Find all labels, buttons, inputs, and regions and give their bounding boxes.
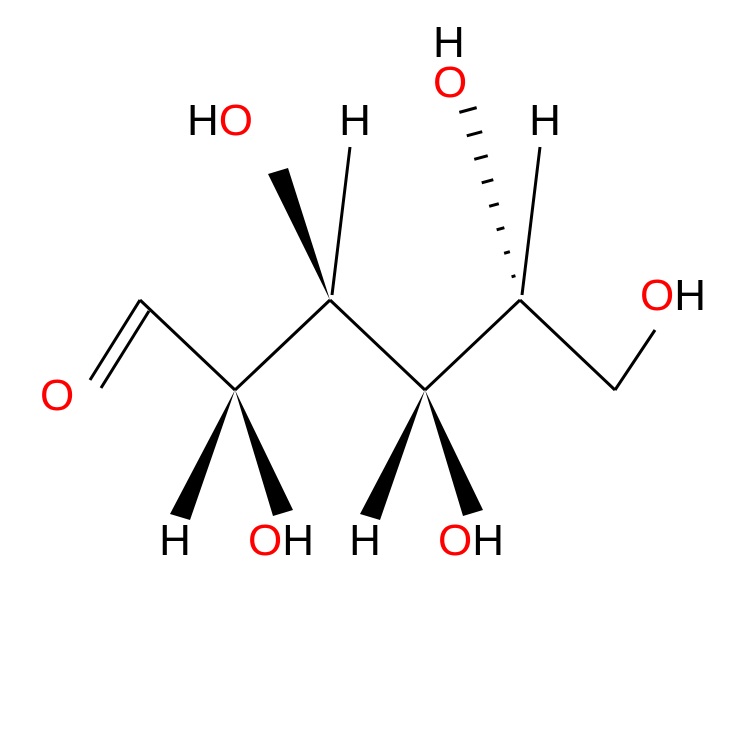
atom-label-c3_h: H	[339, 96, 371, 145]
wedge-bond	[360, 390, 425, 520]
bond-line	[140, 300, 235, 390]
wedge-bond	[425, 390, 483, 516]
atom-label-c2_oh: OH	[248, 516, 314, 565]
atom-label-c4_oh: OH	[438, 516, 504, 565]
wedge-bond	[268, 168, 330, 300]
bond-line	[235, 300, 330, 390]
wedge-bond	[170, 390, 235, 520]
bond-line	[425, 300, 520, 390]
bond-line	[615, 330, 655, 390]
atom-label-c4_h: H	[349, 516, 381, 565]
bond-line	[522, 147, 540, 295]
atom-label-c5_oh_h: H	[433, 18, 465, 67]
bond-line	[332, 147, 350, 295]
molecule-diagram: OHOHHOHHOHOHHOH	[0, 0, 750, 750]
atom-label-c2_h: H	[159, 516, 191, 565]
wedge-bond	[235, 390, 293, 516]
atom-label-c3_ho: HO	[187, 96, 253, 145]
atom-label-o_aldehyde: O	[40, 371, 74, 420]
bond-line	[330, 300, 425, 390]
bond-line	[520, 300, 615, 390]
atom-label-c5_h: H	[529, 96, 561, 145]
atom-label-c6_oh: OH	[640, 271, 706, 320]
hash-wedge	[459, 108, 515, 277]
